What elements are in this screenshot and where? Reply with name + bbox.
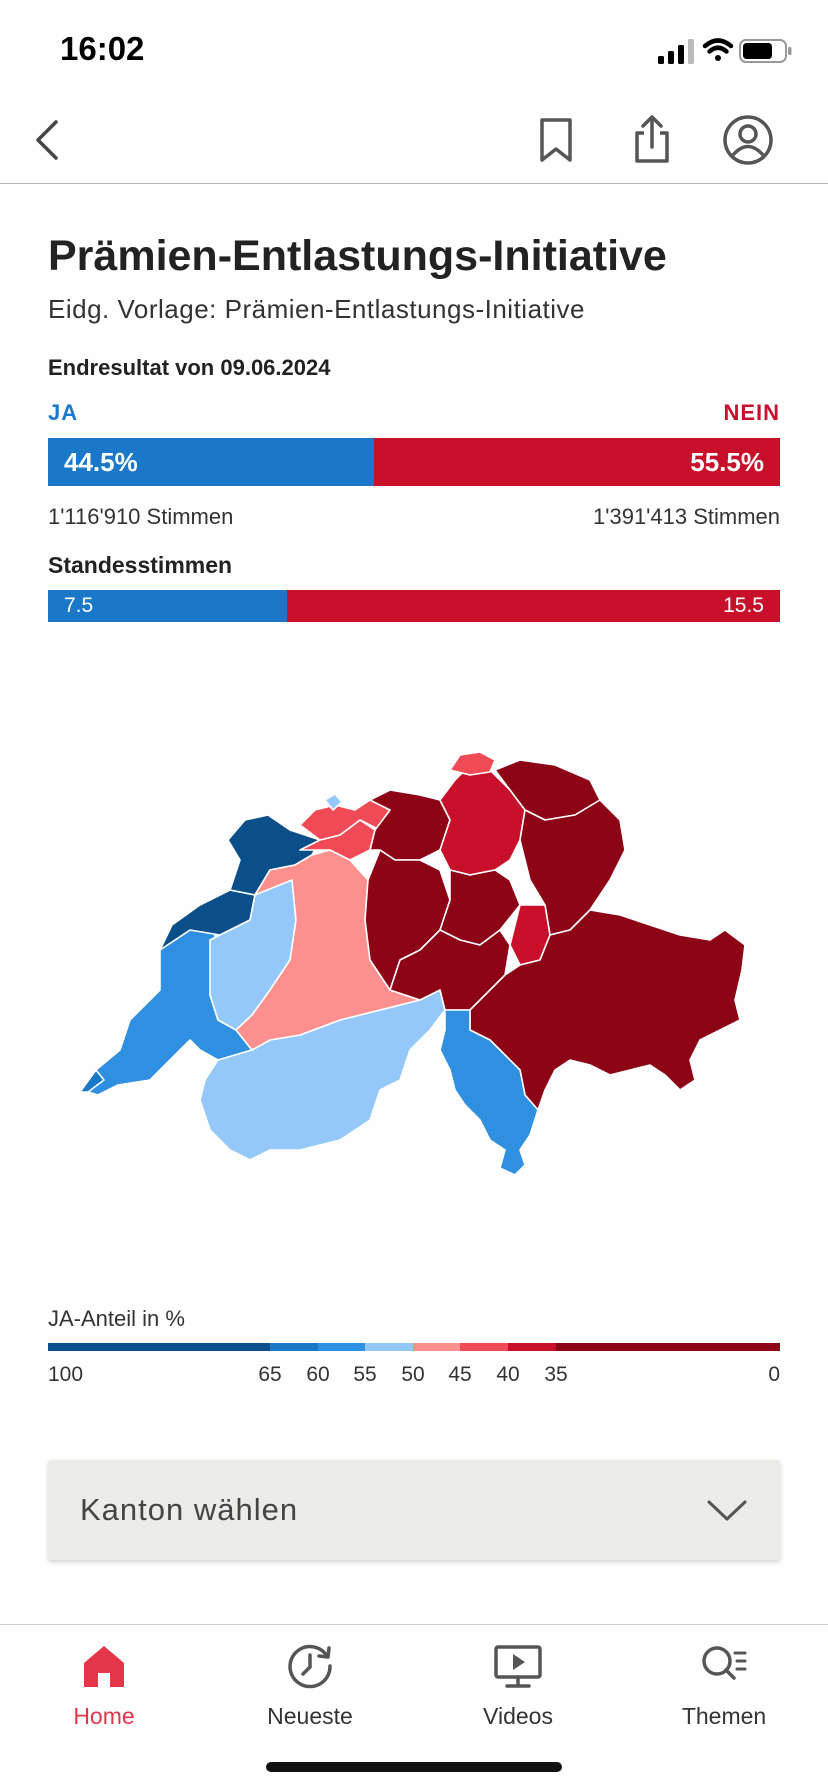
- legend-band-65-60: [270, 1343, 318, 1351]
- canton-select[interactable]: Kanton wählen: [48, 1460, 780, 1560]
- nein-votes: 1'391'413 Stimmen: [593, 504, 780, 529]
- yes-no-labels: JA NEIN: [48, 400, 780, 430]
- bookmark-button[interactable]: [528, 112, 584, 168]
- page-title: Prämien-Entlastungs-Initiative: [48, 232, 667, 280]
- home-indicator[interactable]: [266, 1762, 562, 1772]
- home-icon: [84, 1646, 124, 1687]
- canton-bern[interactable]: [235, 849, 421, 1051]
- result-bar: 44.5% 55.5%: [48, 438, 780, 486]
- tab-bar: Home Neueste Videos Themen: [0, 1624, 828, 1792]
- legend-band-60-55: [318, 1343, 365, 1351]
- legend-band-55-50: [365, 1343, 413, 1351]
- canton-ticino[interactable]: [439, 1009, 539, 1176]
- legend-band-100-65: [48, 1343, 270, 1351]
- ja-bar: 44.5%: [48, 438, 374, 486]
- status-icons: [658, 38, 792, 64]
- switzerland-map[interactable]: [0, 700, 828, 1220]
- tab-themen-label: Themen: [681, 1703, 767, 1729]
- canton-geneva[interactable]: [79, 1069, 105, 1093]
- canton-basel-stadt[interactable]: [324, 793, 343, 811]
- legend-band-45-40: [460, 1343, 508, 1351]
- navigation-bar: [0, 100, 828, 184]
- votes-row: 1'116'910 Stimmen 1'391'413 Stimmen: [48, 504, 780, 534]
- legend-tick-100: 100: [48, 1363, 84, 1386]
- profile-button[interactable]: [720, 112, 776, 168]
- legend-tick-35: 35: [544, 1363, 568, 1386]
- legend-color-bar: [48, 1343, 780, 1351]
- legend-band-50-45: [413, 1343, 460, 1351]
- nein-percent: 55.5%: [690, 446, 764, 477]
- legend-tick-55: 55: [353, 1363, 377, 1386]
- cantons-title: Standesstimmen: [48, 552, 233, 578]
- ja-percent: 44.5%: [64, 446, 138, 477]
- nein-label: NEIN: [723, 400, 780, 425]
- battery-icon: [739, 39, 792, 63]
- ja-votes: 1'116'910 Stimmen: [48, 504, 234, 529]
- legend-tick-45: 45: [448, 1363, 472, 1386]
- canton-schwyz[interactable]: [439, 869, 521, 946]
- clock-icon: [288, 1644, 332, 1689]
- chevron-down-icon: [707, 1500, 747, 1521]
- legend-tick-0: 0: [768, 1363, 780, 1386]
- legend-band-40-35: [508, 1343, 556, 1351]
- signal-icon: [658, 39, 694, 64]
- status-bar: 16:02: [0, 0, 828, 100]
- canton-bar: 7.5 15.5: [48, 590, 780, 622]
- page-subtitle: Eidg. Vorlage: Prämien-Entlastungs-Initi…: [48, 294, 585, 324]
- tab-videos[interactable]: Videos: [438, 1639, 598, 1749]
- bookmark-icon: [540, 118, 572, 162]
- canton-map[interactable]: [0, 700, 828, 1220]
- status-time: 16:02: [60, 30, 145, 67]
- legend-tick-65: 65: [258, 1363, 282, 1386]
- nein-bar: 55.5%: [373, 438, 780, 486]
- tab-neueste-label: Neueste: [267, 1703, 353, 1729]
- canton-schaffhausen[interactable]: [449, 751, 496, 776]
- legend-tick-50: 50: [401, 1363, 425, 1386]
- wifi-icon: [702, 38, 734, 61]
- canton-nein-bar: 15.5: [286, 590, 780, 622]
- canton-st-gallen[interactable]: [519, 799, 626, 936]
- tab-videos-label: Videos: [483, 1703, 553, 1729]
- canton-aargau[interactable]: [369, 789, 451, 861]
- legend-tick-60: 60: [306, 1363, 330, 1386]
- canton-ja-value: 7.5: [64, 594, 94, 617]
- share-icon: [635, 115, 669, 163]
- ja-label: JA: [48, 400, 79, 425]
- user-icon: [723, 115, 773, 165]
- canton-select-label: Kanton wählen: [80, 1492, 299, 1527]
- video-icon: [494, 1645, 542, 1688]
- legend-tick-40: 40: [496, 1363, 520, 1386]
- tab-home[interactable]: Home: [24, 1639, 184, 1749]
- canton-ja-bar: 7.5: [48, 590, 287, 622]
- search-list-icon: [702, 1646, 747, 1680]
- share-button[interactable]: [624, 112, 680, 168]
- result-content: Prämien-Entlastungs-Initiative Eidg. Vor…: [48, 184, 780, 622]
- back-button[interactable]: [20, 112, 76, 168]
- legend-title: JA-Anteil in %: [48, 1306, 185, 1331]
- map-legend: JA-Anteil in % 100 65 60 55 50 45 40 35 0: [48, 1305, 780, 1391]
- chevron-left-icon: [36, 120, 58, 160]
- tab-home-label: Home: [73, 1703, 135, 1729]
- legend-ticks: 100 65 60 55 50 45 40 35 0: [48, 1363, 780, 1391]
- legend-band-35-0: [556, 1343, 780, 1351]
- canton-nein-value: 15.5: [723, 594, 764, 617]
- tab-neueste[interactable]: Neueste: [230, 1639, 390, 1749]
- result-date: Endresultat von 09.06.2024: [48, 355, 331, 380]
- tab-themen[interactable]: Themen: [644, 1639, 804, 1749]
